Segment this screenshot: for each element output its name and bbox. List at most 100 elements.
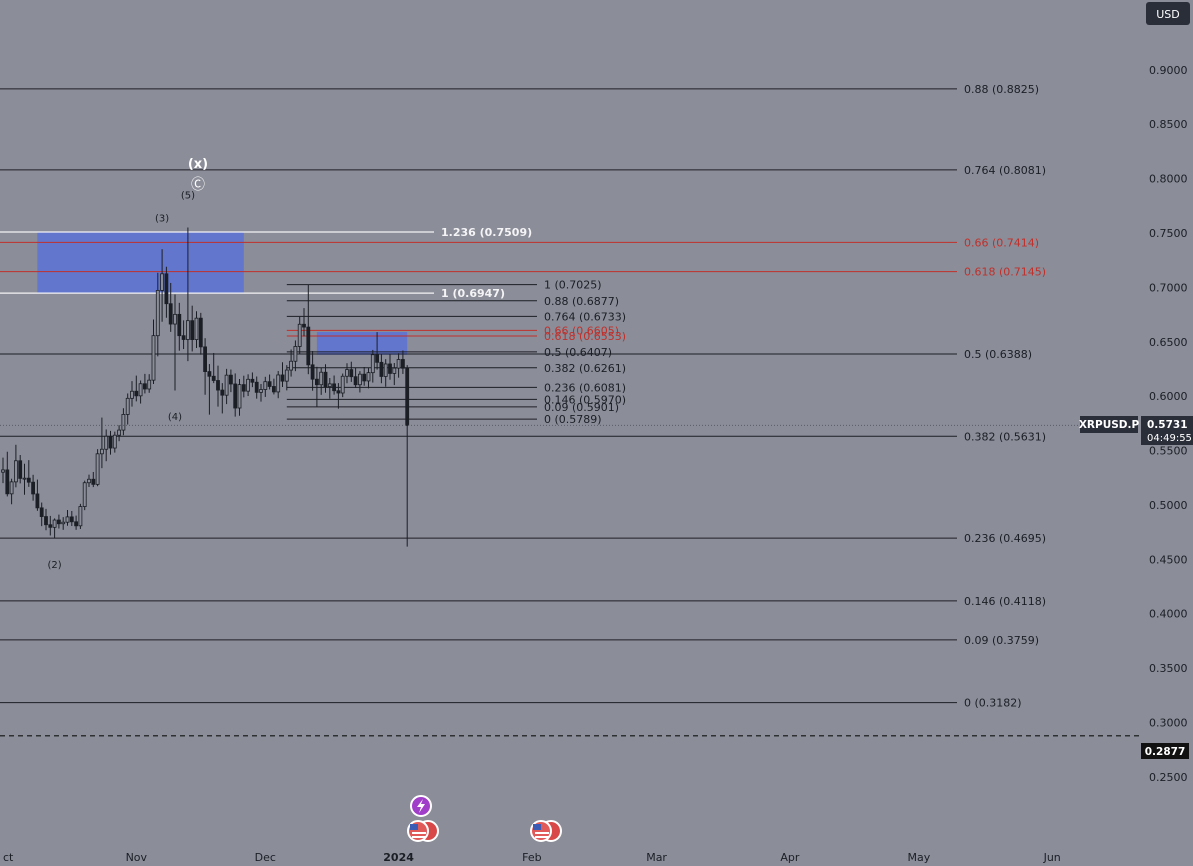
candle[interactable] [5,451,10,497]
candle[interactable] [44,508,48,531]
candle[interactable] [319,367,324,395]
candle[interactable] [39,502,44,527]
candle[interactable] [194,311,199,348]
candle[interactable] [138,380,143,404]
candle[interactable] [241,375,246,398]
candle[interactable] [112,431,117,453]
candle[interactable] [297,316,302,355]
price-axis[interactable]: 0.2500 0.3000 0.3500 0.4000 0.4500 0.5000 0.55… [1149,64,1188,784]
candle[interactable] [250,372,255,388]
us-flag-event-icon[interactable] [407,820,439,842]
fib-extension[interactable]: 1.236 (0.7509) 1 (0.6947) [0,226,532,300]
candle[interactable] [383,359,388,387]
candle[interactable] [392,362,397,386]
candle[interactable] [332,375,337,395]
candle[interactable] [181,320,186,350]
candle[interactable] [185,227,190,362]
candle[interactable] [151,319,156,384]
candle[interactable] [284,365,289,391]
candle[interactable] [302,308,306,337]
candle[interactable] [233,373,238,417]
candle[interactable] [362,367,367,386]
candle[interactable] [327,377,332,399]
candle[interactable] [121,408,126,436]
candle[interactable] [52,518,57,539]
candle[interactable] [87,474,91,487]
candle[interactable] [26,460,31,487]
candle[interactable] [310,351,315,391]
candle[interactable] [366,368,371,389]
candle[interactable] [353,367,358,388]
candle[interactable] [69,511,74,527]
time-axis[interactable]: ct Nov Dec 2024 Feb Mar Apr May Jun [3,851,1061,864]
candle[interactable] [100,417,104,469]
candle[interactable] [134,375,139,402]
candle[interactable] [130,381,134,407]
candle[interactable] [216,365,220,407]
candle[interactable] [95,449,100,487]
candle[interactable] [254,376,259,399]
candle[interactable] [31,474,36,501]
candle[interactable] [207,364,212,415]
candle[interactable] [375,332,380,370]
candle[interactable] [220,383,225,414]
candle[interactable] [142,373,147,394]
candle[interactable] [314,366,319,407]
candle[interactable] [388,354,392,380]
candle[interactable] [177,302,182,351]
candle[interactable] [345,363,349,384]
candle[interactable] [289,349,294,377]
candle[interactable] [336,383,341,409]
candle[interactable] [306,284,311,375]
candle[interactable] [13,444,18,488]
candle[interactable] [246,374,251,397]
candle[interactable] [370,349,375,383]
candle[interactable] [203,338,208,395]
candlestick-series[interactable] [1,227,410,547]
candle[interactable] [198,312,203,355]
candle[interactable] [224,368,229,405]
candle[interactable] [276,371,281,399]
candle[interactable] [405,365,410,547]
candle[interactable] [125,393,130,425]
candle[interactable] [293,340,298,372]
candle[interactable] [91,471,96,488]
fib-retracement-small[interactable]: 1 (0.7025)0.88 (0.6877)0.764 (0.6733)0.6… [0,279,1141,737]
event-icons[interactable] [407,795,562,842]
candle[interactable] [117,425,121,442]
candle[interactable] [78,503,83,529]
candle[interactable] [323,364,328,393]
candle[interactable] [168,282,173,332]
candle[interactable] [104,429,109,462]
candle[interactable] [61,517,66,530]
candle[interactable] [379,354,384,384]
candle[interactable] [340,373,345,398]
candle[interactable] [190,305,195,352]
low-price-badge[interactable]: 0.2877 [1141,743,1189,759]
supply-zone-2[interactable] [316,331,408,355]
candle[interactable] [357,371,362,393]
candle[interactable] [259,383,263,402]
candle[interactable] [22,463,27,495]
candle[interactable] [155,272,160,357]
us-flag-event-icon[interactable] [530,820,562,842]
candle[interactable] [82,480,87,511]
supply-zone-1[interactable] [37,232,244,294]
candle[interactable] [349,361,354,382]
candle[interactable] [18,454,23,484]
candle[interactable] [173,294,177,391]
candle[interactable] [9,478,14,505]
candle[interactable] [280,362,285,388]
currency-badge[interactable]: USD [1146,2,1190,25]
candle[interactable] [400,350,405,374]
symbol-price-badge[interactable]: XRPUSD.P 0.5731 04:49:55 [1079,416,1193,445]
candle[interactable] [237,378,242,416]
candle[interactable] [108,430,113,455]
candle[interactable] [263,376,268,397]
lightning-event-icon[interactable] [410,795,432,817]
candle[interactable] [271,378,276,395]
candle[interactable] [147,374,152,393]
candle[interactable] [211,352,216,384]
candle[interactable] [1,457,5,484]
